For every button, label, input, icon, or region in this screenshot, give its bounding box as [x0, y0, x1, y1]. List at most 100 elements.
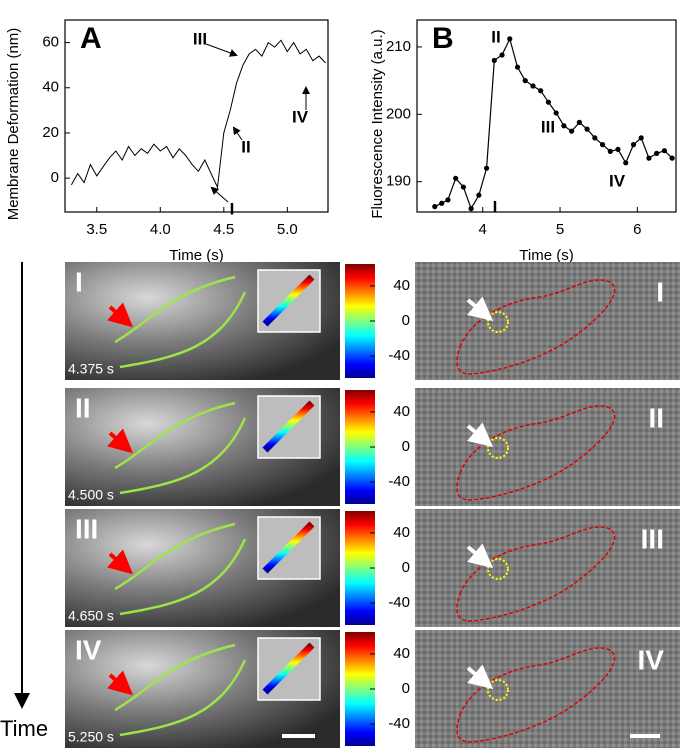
colorbar-tick-label: -40 [388, 715, 410, 732]
data-point [538, 88, 544, 94]
annotation: III [541, 117, 555, 136]
red-arrow [107, 302, 133, 328]
data-point [630, 142, 637, 148]
panel-letter: A [80, 22, 102, 55]
white-arrow [466, 543, 494, 569]
red-arrow [107, 670, 133, 696]
x-tick-label: 4.0 [150, 221, 171, 238]
membrane-contour [114, 522, 236, 591]
annotation: IV [292, 107, 309, 126]
data-point [468, 206, 474, 212]
data-point [661, 148, 668, 154]
colorbar-tick-label: 40 [393, 403, 410, 420]
y-tick-label: 20 [42, 124, 59, 141]
data-point [654, 150, 660, 156]
y-axis-label: Membrane Deformation (nm) [5, 28, 22, 221]
cell-outline [456, 647, 616, 743]
annotation: I [493, 197, 498, 216]
y-tick-label: 190 [386, 173, 411, 190]
x-tick-label: 6 [633, 221, 641, 238]
spot-marker [487, 311, 509, 333]
row-label: II [648, 402, 664, 433]
membrane-contour [119, 291, 247, 369]
colorbar-tick-label: 40 [393, 645, 410, 662]
data-point [584, 126, 590, 132]
data-point [439, 200, 445, 206]
fluorescence-image [415, 630, 680, 748]
x-tick-label: 4 [479, 221, 487, 238]
data-point [460, 184, 466, 190]
membrane-contour [114, 643, 236, 712]
row-label: I [75, 266, 83, 297]
data-point [669, 155, 675, 161]
data-point [432, 204, 438, 210]
data-point [453, 175, 459, 181]
data-point [599, 142, 606, 148]
cell-outline [456, 405, 616, 501]
x-tick-label: 5.0 [277, 221, 298, 238]
data-point [592, 135, 598, 141]
colorbar-tick-label: 40 [393, 277, 410, 294]
membrane-contour [114, 275, 236, 344]
y-tick-label: 40 [42, 79, 59, 96]
row-label: II [75, 392, 91, 423]
data-point [607, 148, 613, 154]
data-point [514, 64, 521, 70]
data-point [476, 192, 482, 198]
row-label: I [656, 276, 664, 307]
row-label: III [641, 523, 664, 554]
white-arrow [466, 422, 494, 448]
annotation: IV [609, 171, 626, 190]
colorbar-tick-label: 0 [402, 559, 410, 576]
annotation: I [230, 199, 235, 218]
white-arrow [466, 296, 494, 322]
annotation-arrow [205, 43, 238, 57]
data-point [522, 78, 528, 84]
data-point [507, 36, 513, 42]
inset-contour [262, 274, 315, 327]
spot-marker [487, 437, 509, 459]
membrane-contour [119, 538, 247, 616]
data-point [553, 110, 559, 116]
x-tick-label: 5 [556, 221, 564, 238]
fluorescence-image [415, 388, 680, 506]
annotation: II [241, 137, 250, 156]
timestamp: 5.250 s [68, 729, 114, 745]
y-tick-label: 200 [386, 105, 411, 122]
timestamp: 4.650 s [68, 608, 114, 624]
spot-marker [487, 558, 509, 580]
red-arrow [107, 549, 133, 575]
annotation: II [491, 27, 500, 46]
data-point [576, 119, 582, 125]
fluorescence-image [415, 509, 680, 627]
membrane-contour [114, 401, 236, 470]
row-label: III [75, 513, 98, 544]
time-label: Time [0, 716, 48, 741]
colorbar-tick-label: 0 [402, 312, 410, 329]
plot-frame [64, 19, 329, 213]
timestamp: 4.375 s [68, 361, 114, 377]
timestamp: 4.500 s [68, 487, 114, 503]
membrane-contour [119, 417, 247, 495]
data-point [483, 165, 490, 171]
annotation: III [193, 29, 207, 48]
spot-marker [487, 679, 509, 701]
data-line [434, 37, 673, 211]
data-point [445, 197, 451, 203]
membrane-contour [119, 659, 247, 737]
annotation-arrow [232, 126, 243, 141]
colorbar-tick-label: 40 [393, 524, 410, 541]
data-point [646, 155, 652, 161]
colorbar-tick-label: -40 [388, 347, 410, 364]
white-arrow [466, 664, 494, 690]
y-tick-label: 210 [386, 38, 411, 55]
y-axis-label: Fluorescence Intensity (a.u.) [369, 29, 386, 218]
fluorescence-image [415, 262, 680, 380]
x-tick-label: 4.5 [213, 221, 234, 238]
x-tick-label: 3.5 [86, 221, 107, 238]
row-label: IV [75, 634, 102, 665]
colorbar-tick-label: 0 [402, 438, 410, 455]
inset-contour [262, 400, 315, 453]
data-point [545, 99, 552, 105]
